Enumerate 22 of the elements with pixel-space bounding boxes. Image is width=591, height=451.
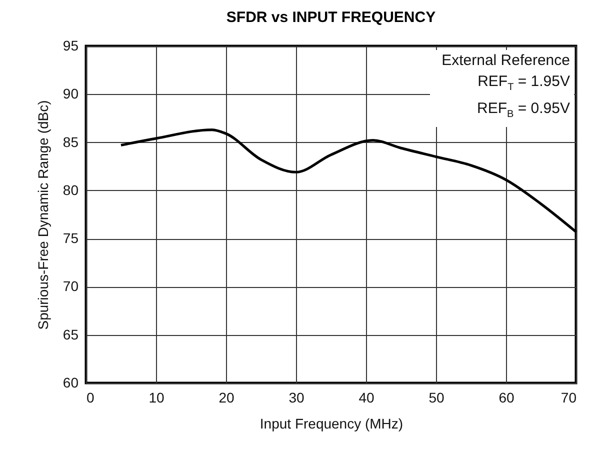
x-tick-label: 50 [428, 390, 444, 406]
annotation: REF$_{T}$ = 1.95V [476, 72, 570, 95]
x-axis-title: Input Frequency (MHz) [260, 416, 404, 432]
x-tick-label: 40 [358, 390, 374, 406]
y-tick-label: 75 [62, 230, 79, 246]
x-tick-label: 30 [288, 390, 304, 406]
annotation: REF$_{B}$ = 0.95V [476, 99, 570, 122]
chart-title: SFDR vs INPUT FREQUENCY [226, 9, 436, 26]
y-axis-title: Spurious-Free Dynamic Range (dBc) [34, 100, 51, 330]
y-tick-label: 90 [62, 86, 79, 102]
y-tick-label: 65 [62, 326, 79, 342]
y-tick-label: 95 [62, 38, 79, 54]
x-tick-label: 60 [498, 390, 514, 406]
x-tick-label: 10 [148, 390, 164, 406]
annotation: External Reference [442, 51, 570, 71]
x-tick-label: 0 [86, 390, 94, 406]
y-tick-label: 80 [62, 182, 79, 198]
x-tick-label: 20 [218, 390, 234, 406]
x-tick-label: 70 [560, 390, 577, 406]
y-tick-label: 85 [62, 134, 79, 150]
y-tick-label: 70 [62, 278, 79, 294]
y-tick-label: 60 [62, 374, 79, 390]
